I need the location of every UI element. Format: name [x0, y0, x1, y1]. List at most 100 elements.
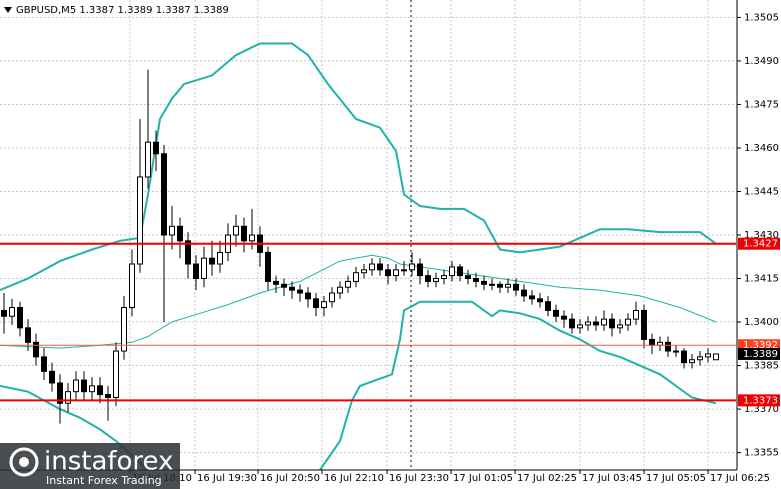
- candle-body: [385, 269, 391, 277]
- candle-body: [81, 379, 87, 393]
- candle-body: [33, 341, 39, 358]
- price-label: 1.3389: [743, 349, 778, 360]
- candle-body: [393, 269, 399, 277]
- candle-body: [209, 257, 215, 265]
- candle-body: [177, 225, 183, 242]
- candle-body: [73, 379, 79, 393]
- candle-body: [593, 321, 599, 326]
- candle-body: [705, 353, 711, 358]
- candle-body: [689, 359, 695, 364]
- menu-triangle: [4, 7, 12, 13]
- y-tick-label: 1.3355: [744, 448, 779, 459]
- candle-body: [113, 350, 119, 398]
- candle-body: [329, 292, 335, 303]
- candle-body: [697, 356, 703, 361]
- candle-body: [105, 394, 111, 398]
- candle-body: [561, 315, 567, 320]
- candle-body: [473, 278, 479, 282]
- candle-body: [537, 298, 543, 303]
- candle-body: [97, 385, 103, 396]
- candle-body: [361, 269, 367, 274]
- candle-body: [601, 318, 607, 326]
- candle-body: [649, 338, 655, 346]
- y-tick-label: 1.3445: [744, 186, 779, 197]
- watermark-brand: instaforex: [44, 447, 173, 477]
- candle-body: [681, 350, 687, 364]
- candle-body: [577, 324, 583, 329]
- candle-body: [529, 295, 535, 300]
- candle-body: [497, 283, 503, 288]
- candle-body: [1, 309, 7, 317]
- candle-body: [65, 391, 71, 404]
- watermark-logo-dot: [19, 457, 29, 467]
- candle-body: [369, 263, 375, 271]
- x-tick-label: 17 Jul 06:25: [710, 473, 770, 484]
- candle-body: [553, 309, 559, 317]
- candle-body: [305, 292, 311, 300]
- candle-body: [633, 309, 639, 320]
- watermark-logo: [9, 447, 39, 477]
- y-tick-label: 1.3400: [744, 317, 779, 328]
- candle-body: [193, 263, 199, 280]
- candle-body: [713, 353, 719, 361]
- x-tick-label: 17 Jul 05:05: [646, 473, 706, 484]
- candle-body: [321, 301, 327, 309]
- candle-body: [313, 298, 319, 309]
- x-tick-label: 16 Jul 20:50: [260, 473, 320, 484]
- watermark-tagline: Instant Forex Trading: [46, 474, 162, 487]
- y-tick-label: 1.3430: [744, 230, 779, 241]
- y-tick-label: 1.3370: [744, 404, 779, 415]
- candle-body: [609, 318, 615, 329]
- candle-body: [433, 278, 439, 282]
- level-label: 1.3427: [743, 239, 778, 250]
- candle-body: [401, 269, 407, 272]
- candle-body: [201, 257, 207, 280]
- candle-body: [449, 266, 455, 277]
- band-line: [0, 254, 717, 349]
- y-tick-label: 1.3505: [744, 12, 779, 23]
- x-tick-label: 17 Jul 01:05: [453, 473, 513, 484]
- candle-body: [169, 225, 175, 236]
- candle-body: [233, 225, 239, 236]
- candle-body: [249, 234, 255, 242]
- candle-body: [281, 283, 287, 288]
- candle-body: [265, 251, 271, 282]
- candle-body: [441, 275, 447, 280]
- candle-body: [25, 327, 31, 343]
- x-tick-label: 16 Jul 23:30: [389, 473, 449, 484]
- price-label-box: [738, 347, 780, 360]
- candle-body: [41, 356, 47, 372]
- candle-body: [409, 263, 415, 271]
- candle-body: [185, 240, 191, 265]
- candle-body: [489, 283, 495, 286]
- x-tick-label: 16 Jul 22:10: [324, 473, 384, 484]
- candle-body: [129, 263, 135, 309]
- candle-body: [377, 263, 383, 271]
- candle-body: [465, 275, 471, 280]
- candle-body: [417, 263, 423, 277]
- y-tick-label: 1.3490: [744, 56, 779, 67]
- candle-body: [481, 280, 487, 285]
- x-tick-label: 16 Jul 19:30: [197, 473, 257, 484]
- candle-body: [17, 307, 23, 329]
- y-tick-label: 1.3415: [744, 274, 779, 285]
- candle-body: [457, 266, 463, 277]
- level-label: 1.3392: [743, 340, 778, 351]
- candle-body: [625, 318, 631, 326]
- chart-title: GBPUSD,M5 1.3387 1.3389 1.3387 1.3389: [16, 5, 229, 16]
- candle-body: [9, 307, 15, 317]
- candle-body: [297, 289, 303, 294]
- candle-body: [57, 382, 63, 404]
- level-label: 1.3373: [743, 395, 778, 406]
- candle-body: [49, 370, 55, 384]
- x-tick-label: 17 Jul 02:25: [517, 473, 577, 484]
- candle-body: [121, 307, 127, 352]
- candle-body: [425, 275, 431, 282]
- x-tick-label: 17 Jul 03:45: [582, 473, 642, 484]
- candle-body: [145, 141, 151, 178]
- candle-body: [337, 286, 343, 294]
- y-tick-label: 1.3460: [744, 143, 779, 154]
- candle-body: [641, 309, 647, 340]
- candle-body: [153, 141, 159, 155]
